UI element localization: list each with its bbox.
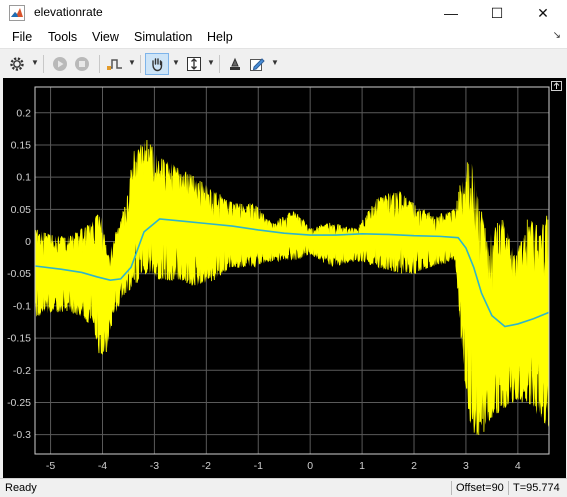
status-offset: Offset=90 (451, 481, 510, 495)
toolbar-overflow-arrow-icon[interactable]: ↘ (552, 30, 561, 41)
axis-tick-labels: -5 -4 -3 -2 -1 0 1 2 3 4 -0.3 -0.25 -0.2 -0.15 -0.1 -0.… (7, 107, 521, 472)
menu-tools[interactable]: Tools (48, 30, 78, 44)
scope-plot[interactable]: -5 -4 -3 -2 -1 0 1 2 3 4 -0.3 -0.25 -0.2 -0.15 -0.1 -0.… (3, 78, 566, 478)
x-tick-label: -4 (98, 460, 107, 472)
stop-icon (75, 57, 89, 71)
maximize-axes-icon (553, 82, 560, 89)
close-button[interactable]: ✕ (537, 4, 549, 21)
settings-dropdown-icon[interactable]: ▼ (31, 58, 39, 67)
y-tick-label: 0.05 (11, 204, 32, 216)
zoom-scale-icon (187, 57, 201, 71)
gear-icon (10, 57, 24, 71)
edit-button[interactable] (246, 53, 268, 75)
x-tick-label: -2 (202, 460, 211, 472)
x-tick-label: -3 (150, 460, 159, 472)
y-tick-label: -0.25 (7, 397, 31, 409)
y-tick-label: -0.15 (7, 333, 31, 345)
edit-dropdown-icon[interactable]: ▼ (271, 58, 279, 67)
pan-dropdown-icon[interactable]: ▼ (172, 58, 180, 67)
x-tick-label: 0 (307, 460, 313, 472)
menu-view[interactable]: View (92, 30, 119, 44)
x-tick-label: -1 (254, 460, 263, 472)
y-tick-label: 0 (25, 236, 31, 248)
toolbar-separator (219, 55, 220, 73)
x-tick-label: 2 (411, 460, 417, 472)
style-icon (230, 57, 240, 70)
x-tick-label: -5 (46, 460, 55, 472)
status-time: T=95.774 (508, 481, 567, 495)
y-tick-label: 0.15 (11, 139, 32, 151)
toolbar-separator (140, 55, 141, 73)
y-tick-label: 0.1 (16, 172, 31, 184)
x-tick-label: 3 (463, 460, 469, 472)
y-tick-label: -0.2 (13, 365, 31, 377)
menu-bar: File Tools View Simulation Help ↘ (0, 26, 567, 48)
run-button[interactable] (49, 53, 71, 75)
style-button[interactable] (224, 53, 246, 75)
run-icon (53, 57, 67, 71)
maximize-button[interactable]: ☐ (490, 4, 504, 21)
menu-help[interactable]: Help (207, 30, 233, 44)
signal-noise (34, 140, 550, 435)
toolbar-separator (43, 55, 44, 73)
y-tick-label: -0.3 (13, 429, 31, 441)
maximize-axes-button[interactable] (551, 81, 562, 91)
stop-button[interactable] (71, 53, 93, 75)
toolbar-separator (99, 55, 100, 73)
trend-line (34, 218, 550, 328)
scale-dropdown-icon[interactable]: ▼ (207, 58, 215, 67)
status-ready: Ready (5, 482, 37, 494)
triggers-icon (107, 59, 122, 70)
matlab-logo-icon (9, 5, 25, 21)
y-tick-label: -0.1 (13, 300, 31, 312)
x-tick-label: 1 (359, 460, 365, 472)
toolbar: ▼ ▼ ▼ ▼ (0, 48, 567, 79)
edit-icon (250, 58, 265, 71)
title-bar: elevationrate — ☐ ✕ (0, 0, 567, 26)
y-tick-label: -0.05 (7, 268, 31, 280)
menu-simulation[interactable]: Simulation (134, 30, 193, 44)
pan-button[interactable] (145, 53, 169, 75)
menu-file[interactable]: File (12, 30, 33, 44)
triggers-button[interactable] (104, 53, 126, 75)
x-tick-label: 4 (515, 460, 521, 472)
y-tick-label: 0.2 (16, 107, 31, 119)
settings-button[interactable] (6, 53, 28, 75)
axes-frame (34, 86, 550, 455)
pan-icon (152, 58, 163, 72)
window-title: elevationrate (34, 5, 103, 19)
scale-axes-button[interactable] (183, 53, 205, 75)
status-bar: Ready Offset=90 T=95.774 (0, 478, 567, 497)
minimize-button[interactable]: — (444, 5, 458, 21)
triggers-dropdown-icon[interactable]: ▼ (128, 58, 136, 67)
